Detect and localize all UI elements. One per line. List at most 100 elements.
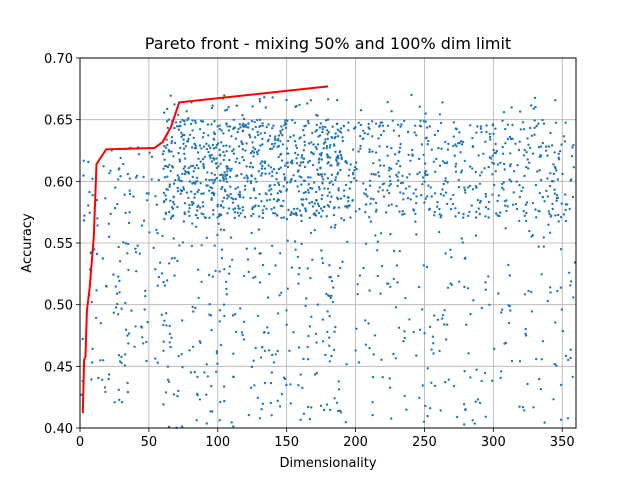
scatter-point bbox=[404, 187, 408, 190]
scatter-point bbox=[112, 311, 116, 314]
scatter-point bbox=[516, 164, 519, 167]
scatter-point bbox=[549, 291, 552, 294]
scatter-point bbox=[198, 144, 202, 147]
scatter-point bbox=[484, 288, 487, 291]
scatter-point bbox=[316, 172, 320, 176]
scatter-point bbox=[290, 211, 293, 214]
scatter-point bbox=[425, 195, 429, 198]
scatter-point bbox=[468, 184, 472, 188]
scatter-point bbox=[226, 167, 229, 170]
scatter-point bbox=[310, 315, 313, 318]
scatter-point bbox=[557, 156, 560, 159]
scatter-point bbox=[330, 294, 333, 297]
scatter-point bbox=[260, 200, 263, 203]
scatter-point bbox=[146, 321, 149, 324]
scatter-point bbox=[426, 414, 429, 418]
scatter-point bbox=[256, 396, 259, 399]
scatter-point bbox=[266, 296, 270, 299]
scatter-point bbox=[279, 130, 282, 133]
scatter-point bbox=[290, 266, 293, 269]
scatter-point bbox=[532, 406, 535, 409]
scatter-point bbox=[303, 140, 306, 143]
scatter-point bbox=[252, 151, 256, 154]
scatter-point bbox=[378, 159, 381, 162]
scatter-point bbox=[306, 176, 310, 179]
scatter-point bbox=[459, 151, 462, 154]
scatter-point bbox=[237, 127, 240, 131]
scatter-point bbox=[430, 148, 433, 151]
scatter-point bbox=[221, 185, 224, 189]
scatter-point bbox=[168, 210, 171, 214]
scatter-point bbox=[525, 211, 528, 215]
scatter-point bbox=[119, 156, 122, 160]
scatter-point bbox=[304, 207, 307, 210]
scatter-point bbox=[304, 124, 307, 127]
scatter-point bbox=[559, 383, 563, 387]
scatter-point bbox=[569, 280, 573, 283]
scatter-point bbox=[477, 154, 480, 157]
scatter-point bbox=[261, 402, 265, 405]
scatter-point bbox=[208, 178, 211, 182]
scatter-point bbox=[295, 146, 299, 150]
scatter-point bbox=[126, 381, 129, 385]
scatter-point bbox=[331, 183, 335, 186]
scatter-point bbox=[176, 205, 179, 209]
scatter-point bbox=[359, 147, 362, 150]
scatter-point bbox=[306, 102, 309, 105]
scatter-point bbox=[476, 398, 480, 401]
scatter-point bbox=[203, 216, 206, 219]
scatter-point bbox=[398, 250, 401, 253]
scatter-point bbox=[424, 197, 427, 200]
scatter-point bbox=[441, 314, 445, 317]
scatter-point bbox=[99, 359, 102, 362]
scatter-point bbox=[162, 340, 165, 343]
scatter-point bbox=[504, 142, 507, 145]
scatter-point bbox=[300, 219, 303, 223]
scatter-point bbox=[238, 161, 241, 165]
scatter-point bbox=[409, 159, 412, 162]
scatter-point bbox=[187, 210, 190, 213]
scatter-point bbox=[232, 118, 235, 122]
scatter-point bbox=[559, 248, 563, 251]
scatter-point bbox=[373, 334, 377, 337]
scatter-point bbox=[265, 125, 268, 129]
scatter-point bbox=[261, 137, 264, 141]
scatter-point bbox=[424, 112, 427, 115]
scatter-point bbox=[515, 180, 518, 183]
scatter-point bbox=[424, 174, 427, 177]
scatter-point bbox=[238, 123, 241, 126]
scatter-point bbox=[525, 165, 528, 169]
scatter-point bbox=[229, 169, 232, 173]
scatter-point bbox=[204, 178, 208, 181]
scatter-point bbox=[406, 130, 410, 134]
scatter-point bbox=[382, 129, 385, 133]
scatter-point bbox=[474, 185, 478, 188]
scatter-point bbox=[257, 228, 261, 231]
scatter-point bbox=[547, 223, 550, 226]
scatter-point bbox=[454, 207, 457, 210]
scatter-point bbox=[96, 224, 99, 227]
scatter-point bbox=[305, 297, 308, 300]
scatter-point bbox=[270, 174, 274, 178]
scatter-point bbox=[389, 285, 392, 288]
scatter-point bbox=[423, 332, 426, 335]
scatter-point bbox=[282, 199, 285, 203]
scatter-point bbox=[162, 403, 165, 406]
scatter-point bbox=[549, 286, 552, 289]
scatter-point bbox=[296, 207, 299, 210]
scatter-point bbox=[170, 336, 173, 339]
scatter-point bbox=[337, 162, 340, 165]
scatter-point bbox=[127, 242, 130, 246]
scatter-point bbox=[275, 214, 279, 217]
scatter-point bbox=[156, 232, 159, 235]
scatter-point bbox=[553, 151, 556, 154]
scatter-point bbox=[280, 392, 284, 396]
scatter-point bbox=[539, 154, 542, 157]
scatter-point bbox=[381, 376, 384, 379]
scatter-point bbox=[368, 347, 371, 350]
scatter-point bbox=[320, 197, 323, 201]
scatter-point bbox=[267, 123, 270, 126]
scatter-point bbox=[398, 150, 401, 153]
scatter-point bbox=[550, 144, 554, 147]
scatter-point bbox=[169, 345, 172, 349]
